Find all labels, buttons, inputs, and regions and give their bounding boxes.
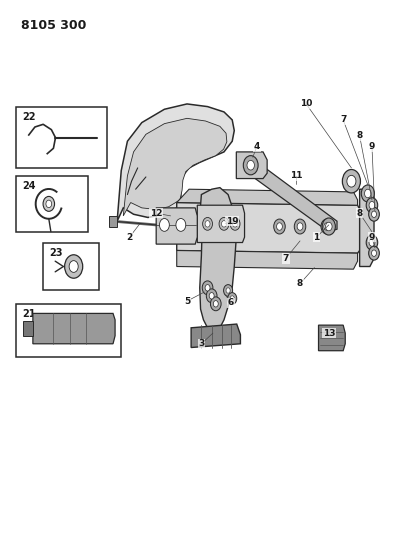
Circle shape xyxy=(322,218,335,235)
Circle shape xyxy=(176,219,186,231)
Polygon shape xyxy=(360,189,374,266)
Text: 21: 21 xyxy=(22,309,36,319)
Circle shape xyxy=(321,219,332,234)
Polygon shape xyxy=(319,325,345,351)
Polygon shape xyxy=(191,324,240,348)
Circle shape xyxy=(206,289,217,303)
Polygon shape xyxy=(240,157,337,232)
Text: 11: 11 xyxy=(290,172,302,180)
Circle shape xyxy=(69,261,78,272)
Circle shape xyxy=(369,201,375,209)
Text: 22: 22 xyxy=(22,112,36,122)
Text: 1: 1 xyxy=(313,233,320,241)
Bar xyxy=(43,243,99,290)
Circle shape xyxy=(65,255,83,278)
Polygon shape xyxy=(33,313,115,344)
Circle shape xyxy=(277,223,282,230)
Circle shape xyxy=(209,293,214,299)
Text: 3: 3 xyxy=(198,340,205,348)
Circle shape xyxy=(372,250,376,256)
Polygon shape xyxy=(123,118,227,216)
Circle shape xyxy=(369,246,379,260)
Polygon shape xyxy=(177,251,358,269)
Bar xyxy=(16,107,107,168)
Text: 10: 10 xyxy=(300,100,312,108)
Circle shape xyxy=(347,175,356,187)
Circle shape xyxy=(205,285,210,291)
Circle shape xyxy=(243,156,258,175)
Polygon shape xyxy=(236,152,267,179)
Text: 7: 7 xyxy=(340,116,346,124)
Circle shape xyxy=(326,222,332,231)
Circle shape xyxy=(365,189,371,198)
Circle shape xyxy=(219,217,229,230)
Circle shape xyxy=(366,235,378,250)
Text: 2: 2 xyxy=(126,233,133,241)
Polygon shape xyxy=(117,104,234,221)
Circle shape xyxy=(222,221,226,227)
Bar xyxy=(16,304,121,357)
Text: 5: 5 xyxy=(184,297,190,305)
Polygon shape xyxy=(177,189,358,205)
Polygon shape xyxy=(197,205,245,243)
Circle shape xyxy=(202,281,213,295)
Circle shape xyxy=(213,301,218,307)
Text: 8105 300: 8105 300 xyxy=(21,19,86,31)
Polygon shape xyxy=(177,203,364,253)
Text: 9: 9 xyxy=(369,233,375,241)
Polygon shape xyxy=(200,188,236,330)
Circle shape xyxy=(372,211,376,217)
Text: 23: 23 xyxy=(49,248,62,258)
Text: 13: 13 xyxy=(323,329,335,337)
Circle shape xyxy=(274,219,285,234)
Circle shape xyxy=(324,223,330,230)
Text: 8: 8 xyxy=(356,132,363,140)
Text: 8: 8 xyxy=(297,279,303,288)
Polygon shape xyxy=(23,321,33,336)
Circle shape xyxy=(224,285,233,296)
Circle shape xyxy=(233,221,238,227)
Circle shape xyxy=(230,296,234,301)
Text: 12: 12 xyxy=(150,209,162,217)
Circle shape xyxy=(342,169,360,193)
Circle shape xyxy=(297,223,303,230)
Text: 19: 19 xyxy=(226,217,238,225)
Circle shape xyxy=(210,297,221,311)
Circle shape xyxy=(43,197,55,212)
Circle shape xyxy=(247,160,254,170)
Circle shape xyxy=(230,217,240,230)
Circle shape xyxy=(228,293,237,304)
Polygon shape xyxy=(109,216,117,227)
Circle shape xyxy=(366,198,378,213)
Circle shape xyxy=(361,185,374,202)
Circle shape xyxy=(226,288,230,293)
Text: 24: 24 xyxy=(22,181,36,191)
Text: 7: 7 xyxy=(282,254,289,263)
Bar xyxy=(16,176,88,232)
Circle shape xyxy=(205,221,210,227)
Text: 6: 6 xyxy=(228,298,234,307)
Circle shape xyxy=(369,207,379,221)
Circle shape xyxy=(46,200,52,208)
Polygon shape xyxy=(156,208,197,244)
Circle shape xyxy=(369,239,375,246)
Text: 4: 4 xyxy=(254,142,260,151)
Text: 8: 8 xyxy=(356,209,363,217)
Circle shape xyxy=(294,219,306,234)
Text: 9: 9 xyxy=(369,142,375,151)
Circle shape xyxy=(203,217,212,230)
Circle shape xyxy=(159,219,169,231)
